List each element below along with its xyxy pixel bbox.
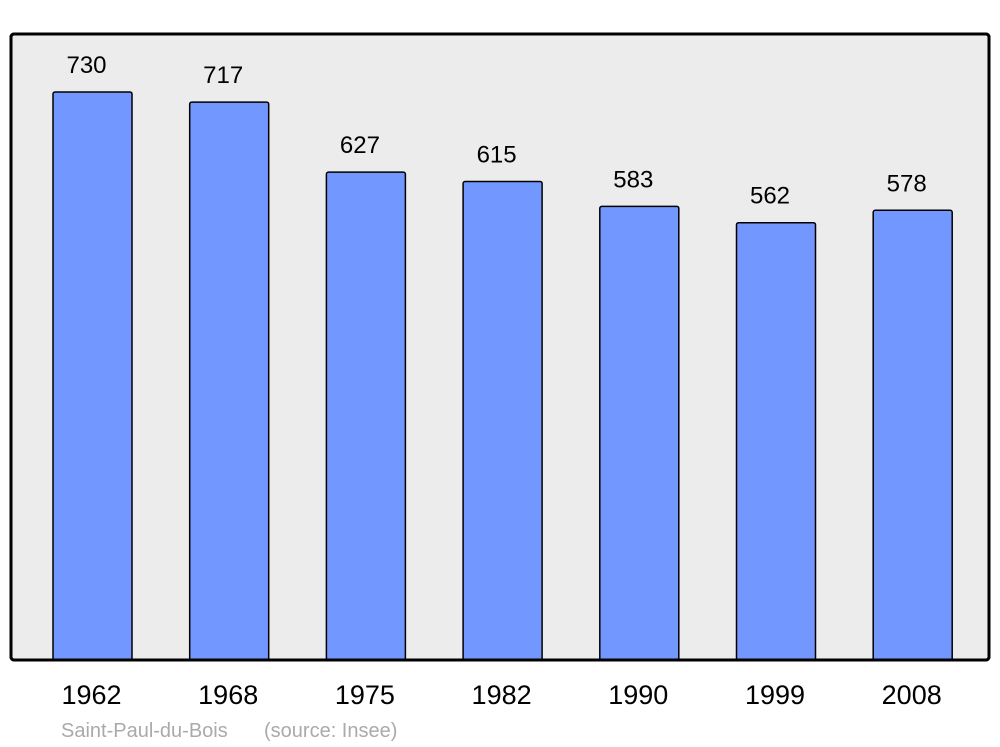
data-label-1999: 562 — [750, 183, 790, 210]
plot-frame — [9, 32, 991, 662]
data-label-1968: 717 — [203, 62, 243, 89]
data-label-1982: 615 — [477, 141, 517, 168]
bar-1990 — [599, 205, 680, 661]
x-tick-1982: 1982 — [472, 680, 532, 710]
x-tick-1990: 1990 — [608, 680, 668, 710]
x-tick-1968: 1968 — [198, 680, 258, 710]
data-label-1990: 583 — [613, 166, 653, 193]
data-label-1962: 730 — [66, 52, 106, 79]
bar-1975 — [325, 171, 407, 661]
bar-1962 — [52, 91, 133, 661]
bar-1982 — [462, 180, 543, 661]
bar-1968 — [188, 101, 270, 661]
data-label-1975: 627 — [340, 132, 380, 159]
x-tick-1962: 1962 — [61, 680, 121, 710]
x-tick-2008: 2008 — [882, 680, 942, 710]
bar-2008 — [872, 209, 953, 661]
footer-source: (source: Insee) — [264, 720, 397, 742]
footer-place: Saint-Paul-du-Bois — [61, 720, 228, 742]
x-tick-1999: 1999 — [745, 680, 805, 710]
x-tick-1975: 1975 — [335, 680, 395, 710]
data-label-2008: 578 — [887, 170, 927, 197]
bar-1999 — [735, 221, 817, 661]
